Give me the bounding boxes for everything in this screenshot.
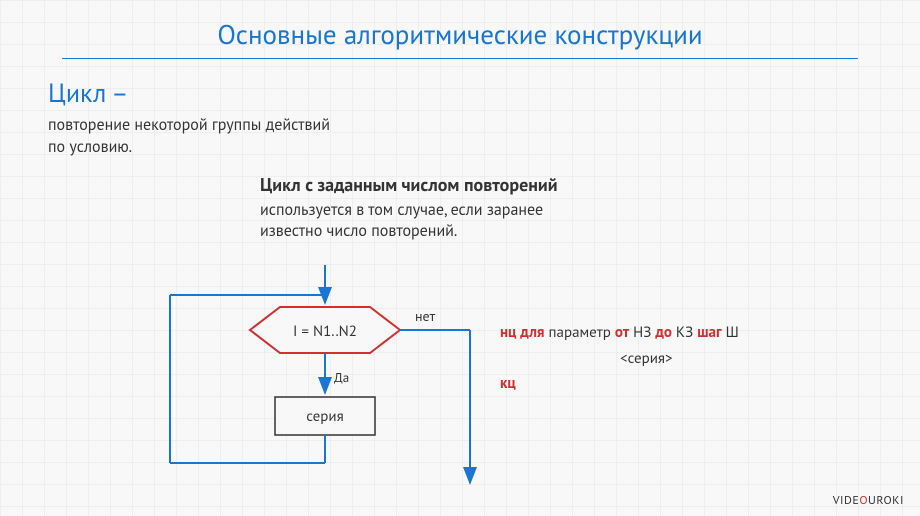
flowchart-svg: I = N1..N2 серия xyxy=(140,265,500,495)
kw-ot: от xyxy=(615,323,629,342)
section-desc-line2: известно число повторений. xyxy=(260,221,457,241)
section-desc-line1: используется в том случае, если заранее xyxy=(260,200,543,220)
section-title: Цикл с заданным числом повторений xyxy=(260,173,920,196)
kw-shag: шаг xyxy=(697,323,721,342)
label-yes: Да xyxy=(334,369,349,386)
txt-sh: Ш xyxy=(722,323,739,342)
code-line-2: <серия> xyxy=(500,346,739,372)
txt-param: параметр xyxy=(544,323,614,342)
desc-line2: по условию. xyxy=(48,137,132,157)
watermark: VIDEOUROKI xyxy=(833,493,904,508)
series-label: серия xyxy=(306,407,343,426)
watermark-o: O xyxy=(859,493,868,508)
subtitle: Цикл – xyxy=(48,77,920,110)
kw-nc: нц для xyxy=(500,323,544,342)
code-line-1: нц для параметр от НЗ до КЗ шаг Ш xyxy=(500,320,739,346)
description: повторение некоторой группы действий по … xyxy=(48,114,920,159)
kw-do: до xyxy=(655,323,672,342)
section-desc: используется в том случае, если заранее … xyxy=(260,200,920,243)
label-no: нет xyxy=(415,307,435,325)
pseudocode: нц для параметр от НЗ до КЗ шаг Ш <серия… xyxy=(500,320,739,397)
hexagon-label: I = N1..N2 xyxy=(293,322,357,341)
page-title: Основные алгоритмические конструкции xyxy=(62,0,858,59)
code-line-3: кц xyxy=(500,371,739,397)
txt-kz: КЗ xyxy=(672,323,697,342)
txt-nz: НЗ xyxy=(629,323,655,342)
desc-line1: повторение некоторой группы действий xyxy=(48,115,330,135)
flowchart-diagram: I = N1..N2 серия нет Да xyxy=(140,265,500,495)
